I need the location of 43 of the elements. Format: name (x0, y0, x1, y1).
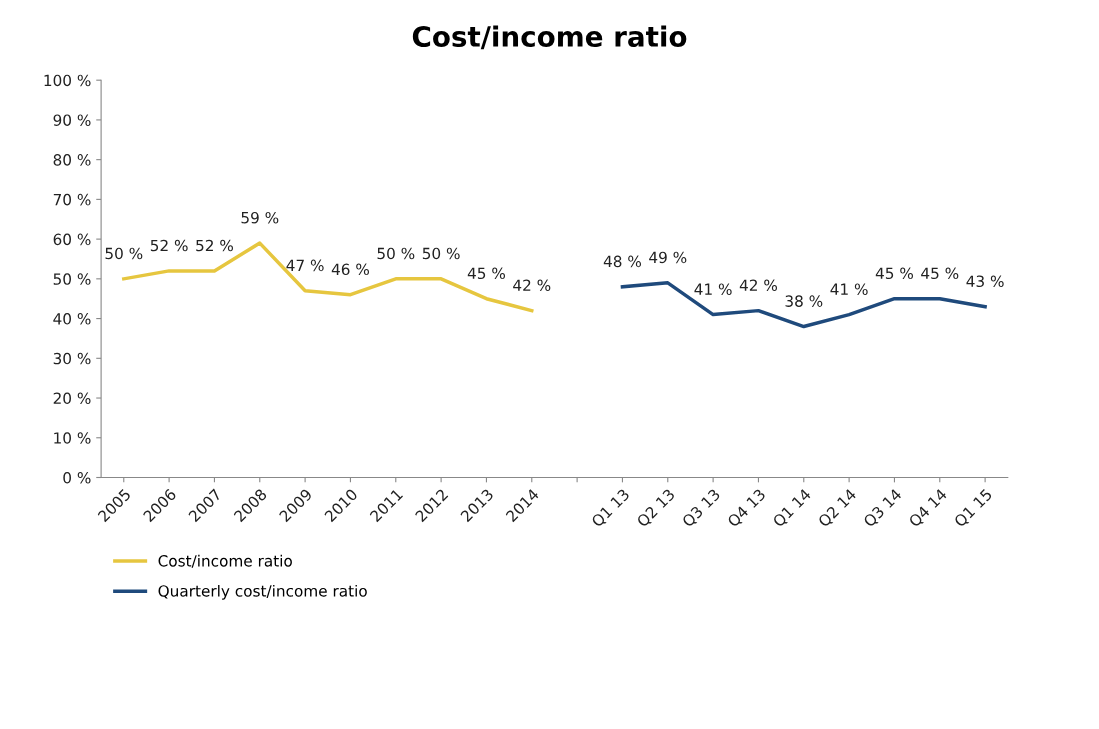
line-series (122, 241, 534, 313)
x-tick-label: Q4 13 (726, 488, 768, 529)
y-tick-label: 90 % (53, 114, 91, 126)
data-label: 50 % (422, 247, 460, 260)
data-label: 50 % (377, 247, 415, 260)
data-label: 38 % (785, 295, 823, 307)
y-tick-label: 50 % (53, 273, 91, 285)
legend-label: Quarterly cost/income ratio (158, 584, 367, 600)
data-label: 45 % (921, 267, 959, 280)
data-label: 52 % (196, 239, 234, 252)
data-label: 43 % (966, 275, 1004, 288)
data-label: 41 % (694, 283, 732, 295)
x-tick-label: Q1 13 (590, 488, 632, 529)
data-label: 47 % (286, 259, 324, 272)
x-tick-label: Q3 13 (681, 488, 722, 529)
y-tick-label: 60 % (53, 233, 91, 246)
data-label: 42 % (513, 279, 551, 291)
chart-title: Cost/income ratio (412, 25, 687, 50)
y-tick-label: 40 % (53, 313, 91, 325)
x-tick-label: Q2 13 (636, 488, 677, 529)
legend-label: Cost/income ratio (158, 554, 292, 568)
x-tick-label: Q1 14 (772, 488, 813, 529)
y-tick-label: 20 % (53, 392, 91, 405)
x-tick-label: Q2 14 (817, 488, 859, 529)
x-tick-label: Q3 14 (862, 488, 904, 529)
data-label: 41 % (830, 283, 868, 295)
y-tick-label: 70 % (53, 193, 91, 206)
x-tick-label: Q4 14 (908, 488, 949, 529)
data-label: 49 % (649, 251, 687, 264)
x-tick-label: Q1 15 (953, 488, 994, 529)
data-label: 59 % (241, 211, 279, 224)
data-label: 46 % (331, 263, 370, 276)
data-label: 45 % (875, 267, 914, 280)
y-tick-label: 30 % (53, 352, 91, 365)
y-tick-label: 100 % (44, 74, 91, 87)
data-label: 42 % (739, 279, 778, 291)
y-tick-label: 0 % (63, 471, 91, 484)
y-tick-label: 80 % (53, 154, 91, 166)
data-label: 48 % (603, 255, 642, 268)
y-tick-label: 10 % (54, 432, 91, 444)
data-label: 52 % (150, 239, 188, 252)
data-label: 50 % (105, 247, 143, 260)
data-label: 45 % (467, 267, 506, 280)
